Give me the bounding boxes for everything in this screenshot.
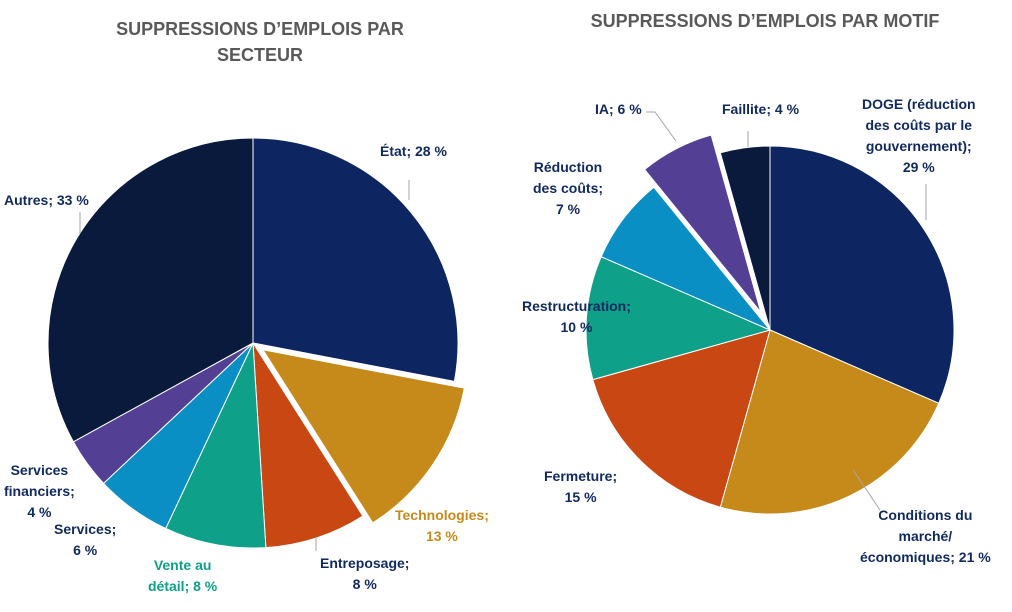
label-conditions: Conditions du marché/ économiques; 21 % xyxy=(860,505,991,568)
left-chart-title: SUPPRESSIONS D’EMPLOIS PAR SECTEUR xyxy=(60,16,460,68)
label-vente-au-detail: Vente au détail; 8 % xyxy=(148,555,217,597)
label-text: DOGE (réduction xyxy=(862,96,976,112)
pie-slice-autres xyxy=(47,137,254,443)
label-reduction-couts: Réduction des coûts; 7 % xyxy=(533,157,603,220)
label-technologies: Technologies; 13 % xyxy=(395,505,489,547)
label-text: des coûts par le xyxy=(865,117,973,133)
label-text: détail; 8 % xyxy=(148,578,218,594)
label-doge: DOGE (réduction des coûts par le gouvern… xyxy=(862,94,976,178)
label-text: 8 % xyxy=(352,576,377,592)
label-ia: IA; 6 % xyxy=(595,99,642,120)
label-text: 7 % xyxy=(555,201,581,217)
label-text: Autres; 33 % xyxy=(4,192,89,208)
label-text: financiers; xyxy=(4,483,75,499)
leader-lines xyxy=(79,111,927,551)
pie-slice-doge-réduction-des-coûts-par-le-gouvernement xyxy=(769,145,955,404)
pie-slice-restructuration xyxy=(585,256,772,381)
label-services-financiers: Services financiers; 4 % xyxy=(4,460,75,523)
label-faillite: Faillite; 4 % xyxy=(722,99,799,120)
label-text: Entreposage; xyxy=(320,555,410,571)
pie-slice-réduction-des-coûts xyxy=(600,186,771,331)
label-text: État; 28 % xyxy=(380,143,447,159)
label-text: économiques; 21 % xyxy=(860,549,991,565)
label-text: 6 % xyxy=(73,542,98,558)
label-fermeture: Fermeture; 15 % xyxy=(544,466,617,508)
right-chart-title: SUPPRESSIONS D’EMPLOIS PAR MOTIF xyxy=(590,11,940,31)
label-text: 15 % xyxy=(564,489,597,505)
label-text: Fermeture; xyxy=(544,468,618,484)
label-text: marché/ xyxy=(898,528,953,544)
pie-slice-conditions-du-marché-économiques xyxy=(719,329,940,515)
leader-line-conditions xyxy=(852,469,881,511)
left-title-line1: SUPPRESSIONS D’EMPLOIS PAR xyxy=(116,19,404,39)
label-text: Services xyxy=(10,462,69,478)
label-text: Services; xyxy=(54,521,117,537)
pie-slice-fermeture xyxy=(592,329,771,508)
label-services: Services; 6 % xyxy=(54,519,116,561)
label-etat: État; 28 % xyxy=(380,141,447,162)
leader-line-ia xyxy=(646,111,677,142)
label-text: 4 % xyxy=(27,504,52,520)
right-pie xyxy=(585,134,955,515)
pie-slice-vente-au-détail xyxy=(165,342,267,549)
pie-slice-ia xyxy=(643,134,762,313)
label-text: Vente au xyxy=(153,557,212,573)
label-text: IA; 6 % xyxy=(595,101,642,117)
label-text: 29 % xyxy=(902,159,935,175)
label-text: 10 % xyxy=(560,319,593,335)
label-text: Faillite; 4 % xyxy=(722,101,800,117)
pie-slice-technologies xyxy=(261,349,465,524)
label-text: Réduction xyxy=(533,159,603,175)
label-text: Technologies; xyxy=(395,507,489,523)
label-text: Conditions du xyxy=(878,507,973,523)
label-text: gouvernement); xyxy=(865,138,972,154)
left-title-line2: SECTEUR xyxy=(216,45,303,65)
label-entreposage: Entreposage; 8 % xyxy=(320,553,409,595)
label-autres: Autres; 33 % xyxy=(4,190,89,211)
pie-slice-faillite xyxy=(719,145,771,331)
pie-slice-état xyxy=(252,137,459,382)
label-text: Restructuration; xyxy=(522,298,631,314)
left-pie xyxy=(47,137,465,549)
label-restructuration: Restructuration; 10 % xyxy=(522,296,631,338)
label-text: 13 % xyxy=(425,528,458,544)
label-text: des coûts; xyxy=(533,180,604,196)
